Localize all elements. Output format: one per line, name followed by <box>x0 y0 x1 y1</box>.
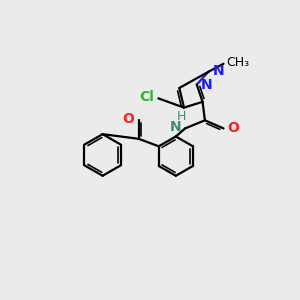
Text: O: O <box>122 112 134 126</box>
Text: N: N <box>213 64 224 78</box>
Text: CH₃: CH₃ <box>226 56 249 69</box>
Text: O: O <box>227 122 239 135</box>
Text: H: H <box>177 110 186 123</box>
Text: N: N <box>201 77 213 92</box>
Text: N: N <box>170 120 182 134</box>
Text: Cl: Cl <box>139 90 154 104</box>
